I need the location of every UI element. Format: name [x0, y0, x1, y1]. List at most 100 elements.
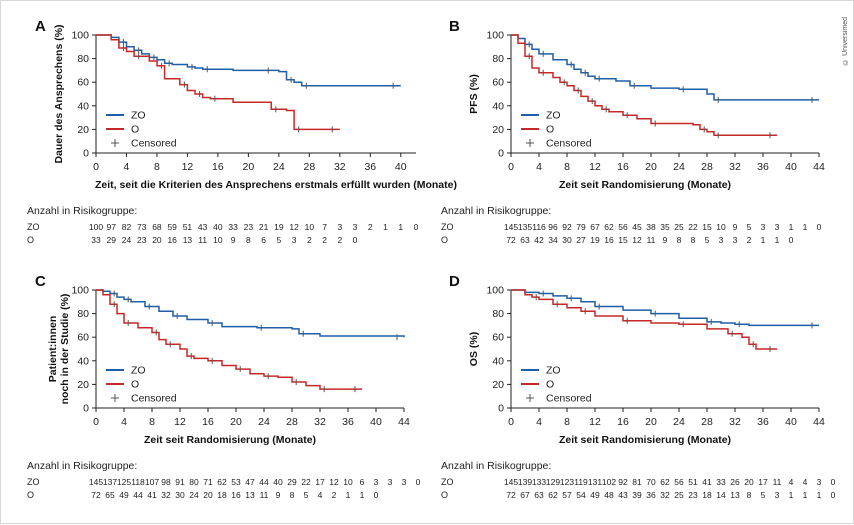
y-tick-label: 60: [492, 77, 504, 89]
y-tick-label: 100: [71, 285, 89, 297]
risk-value: 39: [632, 490, 642, 500]
risk-value: 33: [716, 477, 726, 487]
risk-value: 3: [337, 222, 342, 232]
risk-value: 131: [588, 477, 602, 487]
risk-value: 123: [560, 477, 574, 487]
risk-value: 6: [360, 477, 365, 487]
risk-value: 20: [203, 490, 213, 500]
risk-value: 12: [632, 235, 642, 245]
y-tick-label: 100: [71, 30, 89, 42]
risk-value: 82: [122, 222, 132, 232]
risk-value: 1: [803, 222, 808, 232]
risk-value: 21: [259, 222, 269, 232]
legend: ZO O Censored: [106, 365, 177, 405]
risk-value: 24: [189, 490, 199, 500]
x-tick-label: 4: [536, 161, 542, 173]
risk-value: 8: [677, 235, 682, 245]
y-tick-label: 60: [492, 332, 504, 344]
risk-value: 23: [244, 222, 254, 232]
risk-value: 1: [761, 235, 766, 245]
risk-value: 3: [775, 490, 780, 500]
risk-value: 92: [618, 477, 628, 487]
risk-value: 1: [817, 490, 822, 500]
risk-table: Anzahl in Risikogruppe:ZO 100 97 82 73 68 59 51…: [27, 205, 419, 245]
y-tick-label: 0: [83, 403, 89, 415]
risk-value: 62: [217, 477, 227, 487]
x-tick-label: 32: [334, 161, 346, 173]
x-tick-label: 0: [508, 161, 514, 173]
x-tick-label: 40: [785, 416, 797, 428]
x-tick-label: 4: [121, 416, 127, 428]
panel-letter: A: [35, 18, 46, 35]
risk-value: 0: [817, 222, 822, 232]
risk-value: 19: [590, 235, 600, 245]
x-tick-label: 36: [342, 416, 354, 428]
risk-value: 18: [702, 490, 712, 500]
risk-value: 43: [198, 222, 208, 232]
x-axis-title: Zeit seit Randomisierung (Monate): [559, 434, 731, 446]
x-tick-label: 40: [370, 416, 382, 428]
risk-value: 0: [831, 490, 836, 500]
risk-value: 3: [374, 477, 379, 487]
x-tick-label: 40: [785, 161, 797, 173]
risk-value: 48: [604, 490, 614, 500]
risk-value: 125: [117, 477, 131, 487]
risk-value: 49: [119, 490, 129, 500]
series-line-o: [511, 289, 777, 350]
risk-value: 3: [388, 477, 393, 487]
legend-label: O: [546, 124, 554, 136]
risk-value: 17: [315, 477, 325, 487]
risk-value: 6: [261, 235, 266, 245]
x-tick-label: 20: [645, 416, 657, 428]
x-tick-label: 8: [564, 416, 570, 428]
risk-row-label: O: [27, 490, 34, 500]
y-tick-label: 20: [77, 379, 89, 391]
risk-value: 16: [167, 235, 177, 245]
x-tick-label: 12: [182, 161, 194, 173]
risk-value: 98: [161, 477, 171, 487]
x-tick-label: 16: [617, 416, 629, 428]
legend-label: Censored: [546, 393, 592, 405]
risk-value: 4: [789, 477, 794, 487]
risk-value: 9: [663, 235, 668, 245]
legend-label: Censored: [546, 138, 592, 150]
x-tick-label: 4: [124, 161, 130, 173]
risk-value: 14: [716, 490, 726, 500]
risk-value: 20: [744, 477, 754, 487]
risk-row-label: O: [27, 235, 34, 245]
risk-value: 67: [520, 490, 530, 500]
x-tick-label: 24: [673, 161, 685, 173]
x-tick-label: 24: [273, 161, 285, 173]
y-axis-title: Patient:innennoch in der Studie (%): [47, 294, 71, 405]
legend-label: ZO: [546, 110, 561, 122]
risk-value: 33: [228, 222, 238, 232]
risk-value: 2: [307, 235, 312, 245]
legend: ZO O Censored: [521, 110, 592, 150]
x-tick-label: 20: [243, 161, 255, 173]
panel-letter: B: [449, 18, 460, 35]
risk-value: 41: [702, 477, 712, 487]
risk-value: 62: [548, 490, 558, 500]
risk-row-label: ZO: [441, 477, 454, 487]
risk-value: 40: [213, 222, 223, 232]
risk-value: 11: [647, 235, 656, 245]
risk-value: 145: [504, 477, 518, 487]
risk-value: 63: [534, 490, 544, 500]
x-tick-label: 40: [395, 161, 407, 173]
risk-value: 3: [402, 477, 407, 487]
x-axis-title: Zeit seit Randomisierung (Monate): [559, 179, 731, 191]
y-tick-label: 20: [492, 379, 504, 391]
risk-row-label: ZO: [27, 477, 40, 487]
series-line-o: [511, 34, 777, 137]
x-tick-label: 44: [813, 416, 825, 428]
risk-value: 11: [773, 477, 782, 487]
risk-value: 79: [576, 222, 586, 232]
risk-value: 10: [343, 477, 353, 487]
risk-value: 16: [231, 490, 241, 500]
risk-value: 29: [107, 235, 117, 245]
risk-value: 1: [360, 490, 365, 500]
x-tick-label: 8: [149, 416, 155, 428]
risk-value: 65: [105, 490, 115, 500]
legend-label: O: [131, 124, 139, 136]
y-tick-label: 100: [486, 30, 504, 42]
